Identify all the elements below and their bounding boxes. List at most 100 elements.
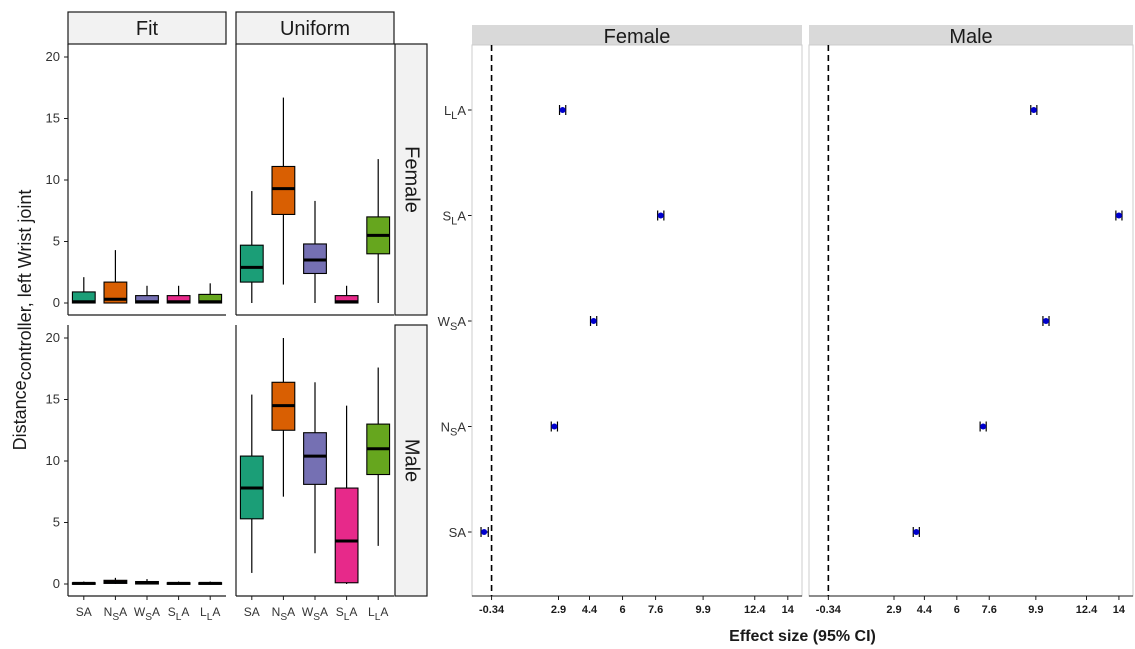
estimate-point: [1030, 107, 1037, 113]
forest-y-tick-label-tail: A: [457, 209, 466, 224]
forest-x-tick-label: 14: [782, 604, 795, 616]
x-tick-label-tail: A: [181, 605, 189, 619]
x-tick-label-subscript: S: [112, 612, 119, 623]
x-tick-label-subscript: S: [145, 612, 152, 623]
box: [271, 97, 296, 285]
forest-panel-border: [471, 44, 803, 597]
x-tick-label: SA: [76, 605, 92, 619]
x-tick-label-subscript: L: [176, 612, 182, 623]
box: [334, 285, 359, 304]
forest-y-tick-label-tail: A: [457, 103, 466, 118]
forest-x-tick-label: 2.9: [551, 604, 566, 616]
estimate-point: [590, 318, 597, 324]
estimate-point: [559, 107, 566, 113]
box: [271, 338, 296, 497]
forest-point-group: [558, 105, 567, 115]
y-tick-label: 0: [53, 295, 60, 310]
x-tick-label-subscript: L: [207, 612, 213, 623]
x-tick-label-base: L: [200, 605, 207, 619]
estimate-point: [1115, 212, 1122, 219]
forest-x-tick-label: 4.4: [582, 604, 598, 616]
forest-point-group: [1042, 316, 1050, 326]
forest-y-tick-label-tail: A: [457, 314, 466, 329]
row-strip: [394, 43, 428, 316]
row-strip: [394, 324, 428, 597]
forest-strip-label: Male: [949, 26, 992, 48]
forest-y-tick-label-base: W: [438, 314, 451, 329]
estimate-point: [1042, 318, 1049, 324]
x-tick-label-base: N: [104, 605, 113, 619]
forest-y-tick-label-tail: A: [457, 420, 466, 435]
forest-point-group: [1115, 210, 1123, 221]
forest-x-tick-label: 7.6: [982, 604, 997, 616]
x-tick-label: SLA: [168, 605, 190, 623]
boxplot-panel: [235, 44, 394, 316]
x-tick-label-base: L: [368, 605, 375, 619]
forest-panel: Female -0.34 2.9 4.4 6 7.6 9.9 12.4 14: [471, 25, 803, 616]
x-tick-label: LLA: [368, 605, 388, 623]
x-tick-label: SA: [244, 605, 260, 619]
y-tick-label: 5: [53, 234, 60, 249]
box: [103, 577, 128, 584]
forest-point-group: [912, 527, 920, 537]
boxplot-panel: SA NSA WSA SLA LLA: [235, 325, 394, 623]
x-tick-label: WSA: [302, 605, 328, 623]
forest-strip: [472, 25, 802, 45]
forest-panel: Male -0.34 2.9 4.4 6 7.6 9.9 12.4 14: [808, 25, 1134, 616]
box: [303, 200, 327, 303]
y-axis-title-subscript: controller, left Wrist joint: [15, 190, 35, 381]
box: [166, 581, 191, 585]
forest-x-tick-label: 14: [1113, 604, 1126, 616]
forest-y-tick-label: NSA: [441, 420, 467, 439]
estimate-point: [481, 529, 488, 535]
estimate-point: [980, 423, 987, 430]
forest-y-tick-label-base: N: [441, 420, 450, 435]
estimate-point: [551, 423, 558, 430]
forest-panel-border: [808, 44, 1134, 597]
column-strip-label: Fit: [136, 18, 159, 40]
box: [166, 285, 191, 304]
x-tick-label-base: S: [336, 605, 344, 619]
x-tick-label: NSA: [272, 605, 295, 623]
x-tick-label-base: W: [302, 605, 314, 619]
forest-y-tick-label-subscript: L: [451, 110, 457, 122]
x-tick-label-tail: A: [380, 605, 388, 619]
x-tick-label-subscript: L: [375, 612, 381, 623]
forest-y-tick-label-subscript: L: [451, 216, 457, 228]
forest-y-tick-label: LLA: [444, 103, 466, 122]
y-tick-label: 15: [46, 111, 60, 126]
forest-x-tick-label: 12.4: [744, 604, 766, 616]
box: [135, 579, 159, 585]
x-tick-label-base: W: [134, 605, 146, 619]
forest-x-tick-label: -0.34: [816, 604, 842, 616]
x-tick-label-tail: A: [152, 605, 160, 619]
forest-y-tick-label-subscript: S: [450, 321, 457, 333]
x-tick-label-subscript: S: [280, 612, 287, 623]
x-tick-label-subscript: S: [313, 612, 320, 623]
box-iqr: [239, 244, 264, 283]
forest-x-tick-label: 12.4: [1076, 604, 1098, 616]
forest-y-tick-label-base: L: [444, 103, 451, 118]
column-strip-label: Uniform: [280, 18, 350, 40]
x-tick-label-tail: A: [320, 605, 328, 619]
forest-x-tick-label: 6: [619, 604, 625, 616]
forest-y-tick-label: WSA: [438, 314, 467, 333]
forest-x-tick-label: 2.9: [886, 604, 901, 616]
forest-x-tick-label: 4.4: [917, 604, 933, 616]
box: [71, 277, 96, 304]
box: [303, 382, 327, 554]
y-tick-label: 15: [46, 392, 60, 407]
estimate-point: [913, 529, 920, 535]
forest-y-tick-label-tail: A: [457, 525, 466, 540]
forest-strip: [809, 25, 1133, 45]
row-strip-label: Male: [401, 439, 423, 482]
y-tick-label: 5: [53, 515, 60, 530]
forest-x-tick-label: 6: [954, 604, 960, 616]
x-tick-label-tail: A: [287, 605, 295, 619]
boxplot-panel: 0 5 10 15 20: [46, 44, 226, 316]
box: [198, 581, 223, 585]
